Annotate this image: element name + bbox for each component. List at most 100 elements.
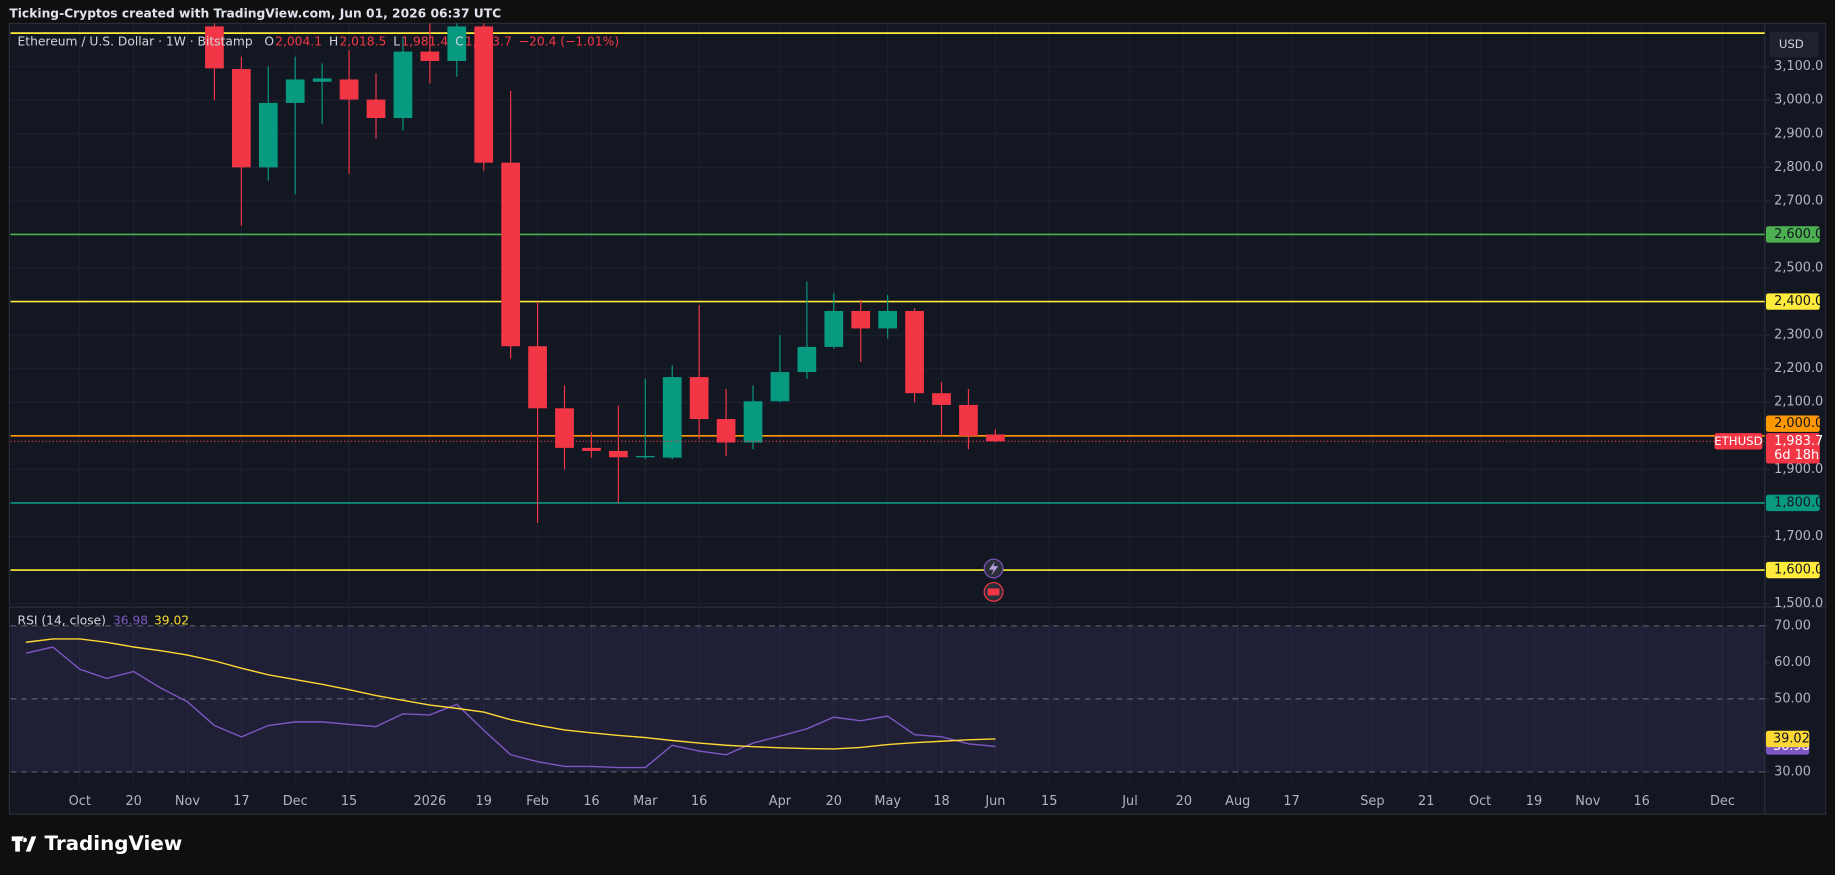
- x-tick-label: Mar: [633, 794, 658, 809]
- rsi-value-box: [1765, 730, 1810, 748]
- level-label: 2,400.0: [1774, 294, 1823, 309]
- y-tick-label: 1,500.0: [1774, 596, 1823, 611]
- x-tick-label: Apr: [769, 794, 792, 809]
- candle-body: [986, 434, 1005, 442]
- x-tick-label: 17: [1283, 794, 1299, 809]
- currency-box[interactable]: [1769, 31, 1819, 58]
- y-tick-label: 1,700.0: [1774, 529, 1823, 544]
- y-tick-label: 60.00: [1774, 655, 1811, 670]
- candle-body: [932, 393, 951, 405]
- y-tick-label: 30.00: [1774, 764, 1811, 779]
- symbol-label: ETHUSD: [1714, 434, 1762, 448]
- x-tick-label: Nov: [175, 794, 200, 809]
- x-tick-label: Nov: [1575, 794, 1600, 809]
- candle-body: [366, 99, 386, 119]
- candle-body: [770, 372, 790, 402]
- candle-body: [501, 162, 521, 347]
- rsi-line: [25, 638, 996, 750]
- x-tick-label: 2026: [413, 794, 446, 809]
- candle-body: [609, 450, 628, 458]
- price-pane: [10, 23, 1765, 571]
- symbol-box: [1714, 433, 1763, 450]
- rsi-value-label: 39.02: [1773, 731, 1810, 746]
- x-tick-label: 18: [933, 794, 949, 809]
- candle-body: [528, 346, 547, 409]
- x-tick-label: Sep: [1360, 794, 1384, 809]
- candle-body: [743, 401, 763, 443]
- candle-body: [851, 310, 871, 329]
- x-tick-label: Jun: [984, 794, 1005, 809]
- y-tick-label: 3,000.0: [1774, 93, 1823, 108]
- x-tick-label: Aug: [1225, 794, 1250, 809]
- legend-text: 2,018.5: [339, 35, 386, 49]
- candle-body: [393, 51, 413, 119]
- candle-body: [339, 79, 359, 100]
- candle-body: [312, 78, 332, 82]
- x-tick-label: 20: [1176, 794, 1192, 809]
- level-label-box: [1765, 415, 1820, 432]
- y-tick-label: 2,200.0: [1774, 361, 1823, 376]
- legend-text: 39.02: [154, 614, 189, 628]
- candle-body: [905, 310, 924, 394]
- x-tick-label: 16: [583, 794, 599, 809]
- x-tick-label: 19: [1526, 794, 1542, 809]
- candle-body: [420, 51, 440, 61]
- candle-body: [447, 26, 467, 61]
- x-tick-label: 16: [1633, 794, 1649, 809]
- last-price-label: 1,983.7: [1774, 434, 1823, 449]
- brand: TradingView: [44, 832, 182, 855]
- x-tick-label: 19: [476, 794, 492, 809]
- event-glyph: [988, 561, 999, 576]
- y-tick-label: 2,800.0: [1774, 160, 1823, 175]
- attribution: Ticking-Cryptos created with TradingView…: [9, 7, 501, 21]
- x-tick-label: 20: [125, 794, 141, 809]
- legend-text: 1,983.7: [465, 35, 512, 49]
- y-tick-label: 2,100.0: [1774, 395, 1823, 410]
- level-label: 2,000.0: [1774, 416, 1823, 431]
- candle-body: [258, 102, 278, 168]
- x-tick-label: Feb: [526, 794, 549, 809]
- candle-body: [205, 26, 224, 69]
- candle-body: [555, 408, 574, 448]
- countdown-label: 6d 18h: [1774, 448, 1819, 463]
- x-tick-label: Jul: [1121, 794, 1138, 809]
- rsi-line: [25, 646, 996, 769]
- x-tick-label: 21: [1418, 794, 1434, 809]
- y-tick-label: 2,500.0: [1774, 261, 1823, 276]
- level-label-box: [1765, 293, 1820, 310]
- rsi-pane: [10, 625, 1765, 773]
- x-tick-label: May: [874, 794, 901, 809]
- level-label-box: [1765, 494, 1820, 512]
- legend-text: C: [455, 35, 464, 49]
- legend-text: O: [264, 35, 274, 49]
- x-tick-label: 16: [691, 794, 707, 809]
- legend-text: L: [393, 35, 400, 49]
- legend-text: −20.4 (−1.01%): [519, 35, 619, 49]
- x-tick-label: 17: [233, 794, 249, 809]
- x-tick-label: 20: [826, 794, 842, 809]
- legend-text: 1,981.4: [401, 35, 448, 49]
- candle-body: [797, 346, 817, 373]
- level-label: 2,600.0: [1774, 227, 1823, 242]
- axes: Oct 20 Nov 17 Dec 15 2026 19 Feb 16 Mar 16 Apr 20 May 1…: [69, 59, 1824, 809]
- candle-body: [959, 404, 978, 436]
- last-price-box: [1765, 433, 1820, 464]
- level-label-box: [1765, 226, 1820, 243]
- y-tick-label: 2,900.0: [1774, 126, 1823, 141]
- currency[interactable]: USD: [1779, 37, 1804, 51]
- legend-text: RSI (14, close): [18, 614, 106, 628]
- brand-logo: TradingView: [11, 832, 182, 855]
- legend-text: 36.98: [113, 614, 148, 628]
- x-tick-label: Dec: [1710, 794, 1735, 809]
- candle-body: [878, 310, 898, 329]
- candle-body: [582, 447, 601, 451]
- candle-body: [635, 455, 655, 458]
- candle-body: [662, 377, 682, 458]
- legend: Ethereum / U.S. Dollar · 1W · Bitstamp O 2…: [18, 35, 620, 628]
- candle-body: [231, 69, 251, 168]
- event-icons[interactable]: [983, 558, 1004, 602]
- x-tick-label: 15: [1041, 794, 1057, 809]
- x-tick-label: Oct: [69, 794, 91, 809]
